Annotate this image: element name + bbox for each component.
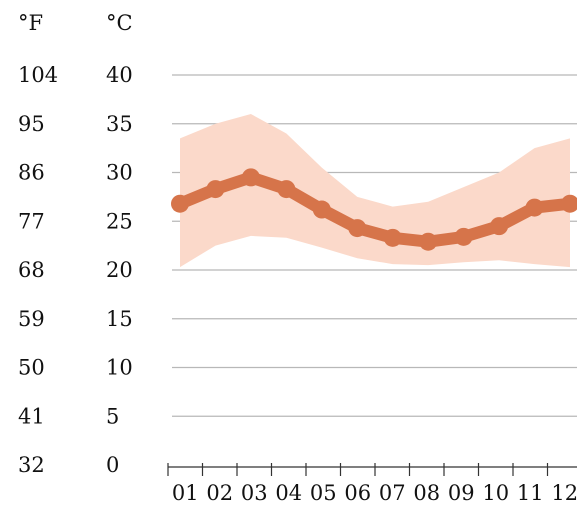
celsius-tick-label: 0 bbox=[106, 453, 119, 477]
fahrenheit-tick-label: 68 bbox=[18, 258, 45, 282]
celsius-tick-label: 20 bbox=[106, 258, 133, 282]
fahrenheit-tick-label: 95 bbox=[18, 112, 45, 136]
month-tick-label: 10 bbox=[482, 481, 509, 505]
average-data-point bbox=[171, 194, 189, 213]
celsius-tick-label: 25 bbox=[106, 209, 133, 233]
temperature-range-area bbox=[180, 114, 570, 268]
fahrenheit-tick-label: 32 bbox=[18, 453, 45, 477]
fahrenheit-tick-label: 86 bbox=[18, 161, 45, 185]
fahrenheit-tick-label: 77 bbox=[18, 209, 45, 233]
celsius-tick-label: 10 bbox=[106, 356, 133, 380]
average-data-point bbox=[277, 180, 296, 199]
average-data-point bbox=[383, 228, 402, 247]
fahrenheit-tick-label: 59 bbox=[18, 307, 45, 331]
celsius-tick-label: 30 bbox=[106, 161, 133, 185]
month-tick-label: 07 bbox=[379, 481, 406, 505]
average-data-point bbox=[419, 232, 438, 251]
month-tick-label: 04 bbox=[275, 481, 302, 505]
celsius-tick-label: 15 bbox=[106, 307, 133, 331]
y-axis-ticks: 104 40 95 35 86 30 77 25 68 20 59 15 50 10 41 5 32 0 bbox=[18, 63, 133, 477]
month-tick-label: 01 bbox=[172, 481, 199, 505]
average-data-point bbox=[348, 219, 367, 238]
fahrenheit-tick-label: 104 bbox=[18, 63, 58, 87]
average-data-point bbox=[206, 180, 225, 199]
celsius-tick-label: 35 bbox=[106, 112, 133, 136]
average-data-point bbox=[454, 227, 473, 246]
month-tick-label: 03 bbox=[241, 481, 268, 505]
average-data-point bbox=[525, 198, 544, 217]
average-data-point bbox=[490, 217, 509, 236]
average-temperature-points bbox=[171, 168, 577, 251]
month-tick-label: 05 bbox=[310, 481, 337, 505]
month-tick-label: 02 bbox=[206, 481, 233, 505]
average-data-point bbox=[241, 168, 260, 187]
month-tick-label: 12 bbox=[551, 481, 577, 505]
fahrenheit-unit-label: °F bbox=[18, 11, 43, 35]
month-tick-label: 06 bbox=[344, 481, 371, 505]
x-axis: 01 02 03 04 05 06 07 08 09 10 11 12 bbox=[167, 463, 577, 505]
month-tick-label: 09 bbox=[448, 481, 475, 505]
celsius-unit-label: °C bbox=[106, 11, 133, 35]
fahrenheit-tick-label: 50 bbox=[18, 356, 45, 380]
month-tick-label: 08 bbox=[413, 481, 440, 505]
range-area bbox=[180, 114, 570, 268]
average-data-point bbox=[312, 200, 331, 219]
month-tick-label: 11 bbox=[517, 481, 544, 505]
celsius-tick-label: 40 bbox=[106, 63, 133, 87]
average-data-point bbox=[561, 194, 577, 213]
celsius-tick-label: 5 bbox=[106, 404, 119, 428]
fahrenheit-tick-label: 41 bbox=[18, 404, 45, 428]
